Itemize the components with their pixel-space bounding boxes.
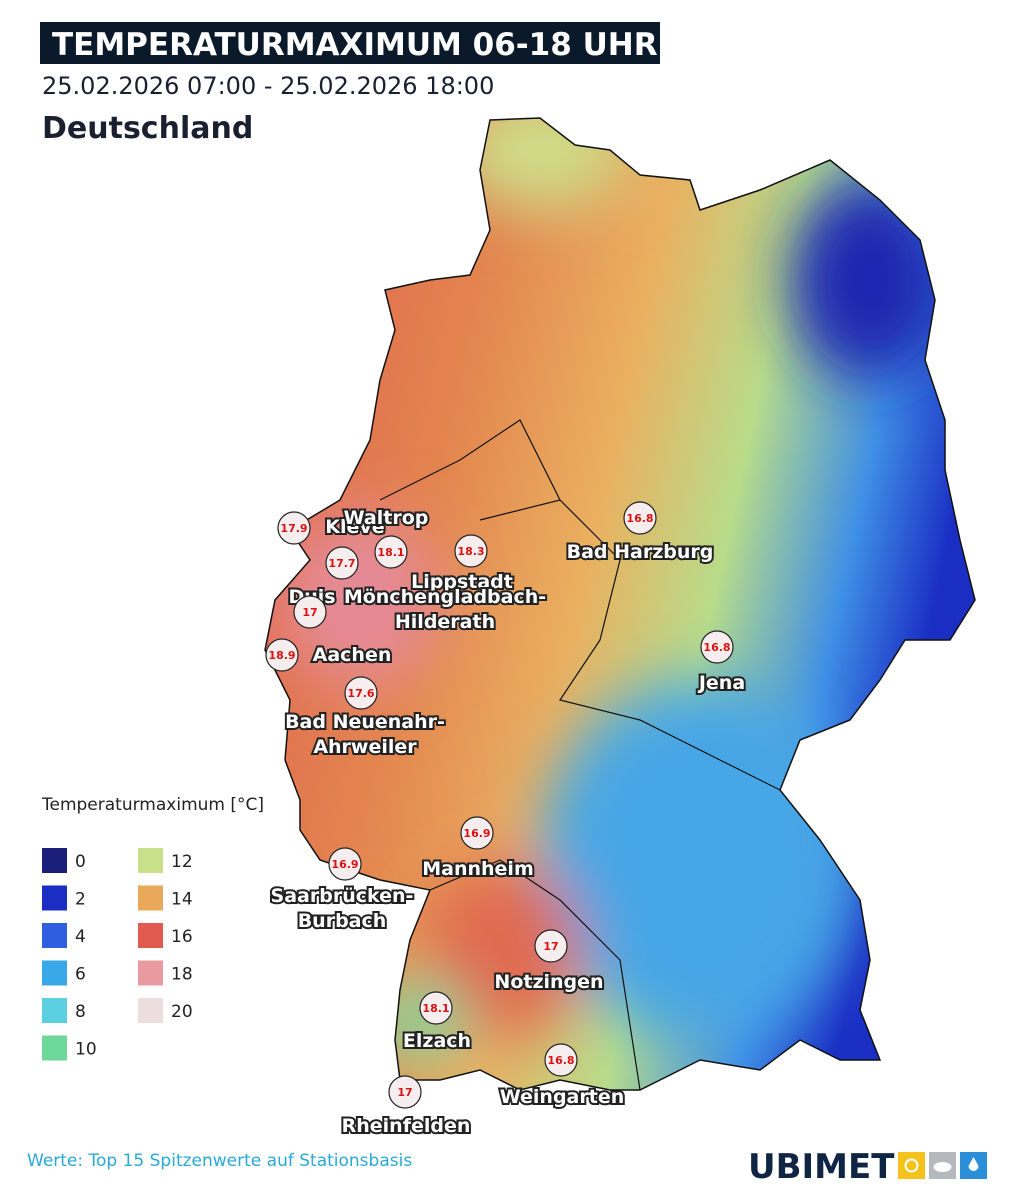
station-value: 16.8 — [703, 641, 730, 654]
legend-swatch — [138, 998, 163, 1023]
station-name: Waltrop — [344, 507, 429, 529]
station-value: 18.1 — [422, 1002, 449, 1015]
legend-swatch — [42, 998, 67, 1023]
station-marker — [388, 1075, 422, 1109]
station-value: 16.9 — [331, 858, 358, 871]
station-marker — [344, 676, 378, 710]
title: TEMPERATURMAXIMUM 06-18 UHR — [52, 27, 658, 63]
station-marker — [265, 638, 299, 672]
region: Deutschland — [42, 111, 253, 146]
station-name: Saarbrücken- — [271, 885, 414, 907]
legend-swatch — [138, 848, 163, 873]
period: 25.02.2026 07:00 - 25.02.2026 18:00 — [42, 72, 494, 100]
station-marker — [374, 535, 408, 569]
legend-label: 18 — [171, 965, 193, 985]
station-marker — [454, 534, 488, 568]
station-value: 18.1 — [377, 546, 404, 559]
station-name: Elzach — [403, 1030, 471, 1052]
station-value: 17.9 — [280, 522, 307, 535]
station-name: Burbach — [298, 910, 387, 932]
station-value: 16.8 — [626, 512, 653, 525]
station-name: Mannheim — [422, 858, 534, 880]
legend-swatch — [42, 885, 67, 911]
station-marker — [700, 630, 734, 664]
legend-label: 0 — [75, 852, 86, 872]
legend-label: 20 — [171, 1002, 193, 1022]
station-value: 17 — [543, 940, 558, 953]
legend: 0 2 4 6 8 10 12 14 16 18 20 — [42, 848, 193, 1061]
station-name: Bad Neuenahr- — [285, 711, 445, 733]
legend-swatch — [138, 923, 163, 948]
legend-swatch — [42, 960, 67, 986]
station-name: Mönchengladbach- — [344, 586, 546, 608]
logo-sun — [898, 1152, 925, 1179]
logo: UBIMET — [748, 1147, 895, 1187]
station-name: Kleve — [325, 516, 384, 538]
legend-swatch — [138, 960, 163, 986]
station-name: Aachen — [313, 644, 392, 666]
legend-label: 16 — [171, 927, 193, 947]
legend-label: 8 — [75, 1002, 86, 1022]
legend-label: 4 — [75, 927, 86, 947]
station-name: Rheinfelden — [342, 1115, 471, 1137]
footnote: Werte: Top 15 Spitzenwerte auf Stationsb… — [27, 1151, 412, 1171]
station-name: Lippstadt — [411, 571, 513, 593]
station-value: 16.9 — [463, 827, 490, 840]
title-box — [40, 22, 660, 64]
legend-label: 6 — [75, 965, 86, 985]
state-border — [379, 419, 561, 501]
station-marker — [277, 511, 311, 545]
station-value: 17.7 — [328, 557, 355, 570]
state-border — [429, 859, 641, 1091]
station-name: Hilderath — [395, 611, 495, 633]
station-value: 17 — [302, 606, 317, 619]
legend-swatch — [138, 885, 163, 911]
station-value: 17 — [397, 1086, 412, 1099]
stations: KleveDuisWaltropLippstadtMönchengladbach… — [265, 501, 747, 1139]
legend-title: Temperaturmaximum [°C] — [41, 795, 264, 815]
station-marker — [534, 929, 568, 963]
station-name: Weingarten — [500, 1086, 625, 1108]
legend-swatch — [42, 1035, 67, 1061]
station-marker — [325, 546, 359, 580]
station-marker — [293, 595, 327, 629]
station-name: Jena — [697, 672, 745, 694]
station-marker — [544, 1043, 578, 1077]
station-value: 17.6 — [347, 687, 374, 700]
station-value: 18.3 — [457, 545, 484, 558]
station-name: Notzingen — [494, 971, 603, 993]
legend-label: 2 — [75, 890, 86, 910]
legend-label: 10 — [75, 1040, 97, 1060]
legend-swatch — [42, 923, 67, 948]
station-value: 18.9 — [268, 649, 295, 662]
station-name: Bad Harzburg — [567, 541, 714, 563]
station-marker — [328, 847, 362, 881]
legend-swatch — [42, 848, 67, 873]
station-marker — [419, 991, 453, 1025]
station-name: Ahrweiler — [313, 736, 417, 758]
legend-label: 12 — [171, 852, 193, 872]
station-value: 16.8 — [547, 1054, 574, 1067]
legend-label: 14 — [171, 890, 193, 910]
station-marker — [623, 501, 657, 535]
state-border — [479, 499, 781, 791]
station-marker — [460, 816, 494, 850]
